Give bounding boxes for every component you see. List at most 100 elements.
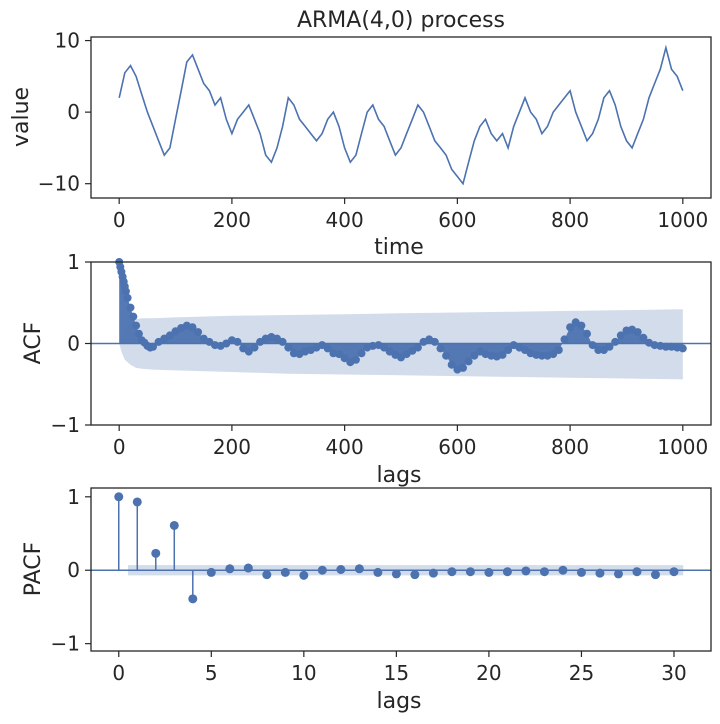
pacf-point [650,570,660,580]
pacf-point [576,567,586,577]
pacf-plot-area [91,492,711,604]
pacf-y-tick-label: 0 [67,558,80,582]
acf-point [132,321,141,330]
pacf-panel: 0 5 10 15 20 25 30 −1 0 1 lags PACF [21,485,712,714]
timeseries-y-tick-label: −10 [38,172,80,196]
acf-point [661,342,670,351]
acf-point [442,351,451,360]
pacf-point [169,520,179,530]
pacf-point [539,567,549,577]
timeseries-plot-area [118,44,684,186]
acf-point [678,344,687,353]
timeseries-x-tick-label: 600 [438,208,476,232]
acf-y-ticks: −1 0 1 [51,250,91,437]
pacf-point [447,567,457,577]
acf-panel: 0 200 400 600 800 1000 −1 0 1 lags ACF [21,250,712,488]
acf-point [498,350,507,359]
acf-point [633,328,642,337]
pacf-point [428,568,438,578]
pacf-y-tick-label: 1 [67,485,80,509]
timeseries-y-label: value [9,87,34,147]
acf-point [165,331,174,340]
pacf-point [484,567,494,577]
acf-point [233,337,242,346]
acf-point [639,333,648,342]
acf-point [194,328,203,337]
timeseries-y-tick-label: 0 [67,100,80,124]
acf-point [323,344,332,353]
pacf-point [151,548,161,558]
acf-point [504,346,513,354]
acf-point [413,343,422,352]
acf-y-tick-label: 0 [67,332,80,356]
acf-point [123,293,132,302]
pacf-point [558,565,568,575]
acf-point [537,351,546,360]
pacf-point [317,565,327,575]
pacf-x-tick-label: 10 [291,661,316,685]
timeseries-x-tick-label: 200 [213,208,251,232]
acf-x-tick-label: 1000 [657,435,708,459]
pacf-x-label: lags [376,689,421,714]
acf-point [188,323,197,332]
acf-point [594,346,603,354]
acf-point [121,287,130,296]
pacf-point [262,570,272,580]
acf-plot-area [91,258,711,380]
pacf-y-label: PACF [21,542,46,597]
pacf-x-tick-label: 25 [569,661,594,685]
pacf-point [280,567,290,577]
pacf-point [613,569,623,579]
acf-point [149,342,157,351]
acf-point [126,303,135,312]
acf-x-label: lags [376,463,421,488]
pacf-point [632,567,642,577]
pacf-point [521,566,531,576]
pacf-point [595,568,605,578]
timeseries-y-tick-label: 10 [55,29,80,53]
pacf-point [391,569,401,579]
pacf-point [410,570,420,580]
acf-x-tick-label: 0 [113,435,126,459]
timeseries-x-tick-label: 400 [326,208,364,232]
timeseries-frame [90,36,712,199]
acf-point [447,360,456,369]
acf-point [250,343,259,352]
acf-y-label: ACF [21,322,46,365]
acf-y-tick-label: −1 [51,413,80,437]
pacf-point [502,567,512,577]
acf-point [357,349,366,358]
acf-point [464,357,473,366]
pacf-x-ticks: 0 5 10 15 20 25 30 [112,651,687,685]
acf-point [284,343,293,352]
pacf-point [114,492,124,502]
pacf-point [373,567,383,577]
pacf-point [299,570,309,580]
pacf-point [465,567,475,577]
acf-point [129,312,138,321]
acf-point [560,335,569,344]
pacf-point [188,594,198,604]
timeseries-x-tick-label: 1000 [657,208,708,232]
acf-point [430,337,439,346]
acf-point [244,347,253,356]
acf-x-ticks: 0 200 400 600 800 1000 [113,425,708,459]
timeseries-panel: ARMA(4,0) process 0 200 400 600 800 1000 −10 0… [9,8,712,260]
timeseries-title: ARMA(4,0) process [297,8,505,33]
pacf-point [132,497,142,507]
acf-x-tick-label: 600 [438,435,476,459]
acf-point [351,355,360,364]
timeseries-line [118,44,684,186]
pacf-x-tick-label: 30 [661,661,686,685]
timeseries-x-ticks: 0 200 400 600 800 1000 [113,198,708,232]
acf-x-tick-label: 200 [213,435,251,459]
acf-y-tick-label: 1 [67,250,80,274]
acf-point [554,346,563,354]
acf-point [566,323,575,332]
pacf-point [336,565,346,574]
acf-point [588,341,597,350]
pacf-point [243,563,253,573]
acf-x-tick-label: 400 [326,435,364,459]
acf-point [616,331,625,340]
acf-point [605,342,614,351]
